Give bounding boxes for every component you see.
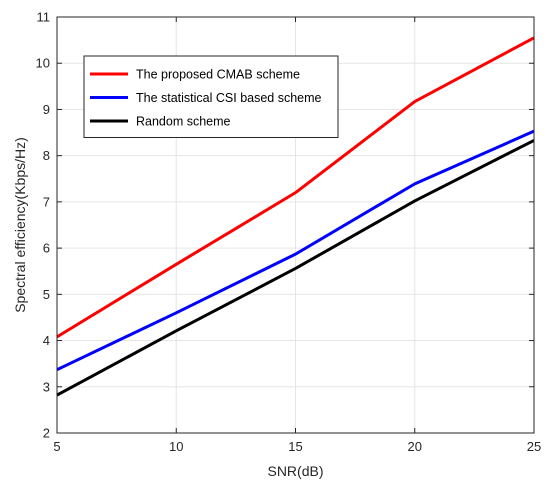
axis-ticks — [56, 16, 535, 434]
y-tick-label: 5 — [43, 287, 50, 302]
x-tick-label: 25 — [527, 439, 541, 454]
y-tick-label: 3 — [43, 379, 50, 394]
x-tick-label: 10 — [169, 439, 183, 454]
y-tick-label: 11 — [37, 10, 51, 25]
y-tick-label: 6 — [43, 241, 50, 256]
y-tick-label: 10 — [36, 56, 50, 71]
axis-tick-labels: 5 10 15 20 25 2 3 4 5 6 7 8 9 10 11 — [36, 10, 542, 455]
y-tick-label: 8 — [43, 148, 50, 163]
legend-label-2: The statistical CSI based scheme — [136, 91, 322, 105]
legend-label-3: Random scheme — [136, 115, 231, 129]
series-line-2 — [56, 129, 535, 372]
x-tick-label: 5 — [53, 439, 60, 454]
x-tick-label: 15 — [288, 439, 302, 454]
y-tick-label: 7 — [43, 194, 50, 209]
series-line-1 — [56, 36, 535, 339]
y-tick-label: 2 — [43, 426, 50, 441]
x-tick-label: 20 — [408, 439, 422, 454]
legend: The proposed CMAB scheme The statistical … — [83, 55, 339, 138]
legend-label-1: The proposed CMAB scheme — [136, 68, 300, 82]
series-line-3 — [56, 139, 535, 397]
y-axis-label: Spectral efficiency(Kbps/Hz) — [12, 137, 28, 313]
x-axis-label: SNR(dB) — [267, 463, 323, 479]
y-tick-label: 9 — [43, 102, 50, 117]
y-tick-label: 4 — [43, 333, 50, 348]
data-series — [56, 36, 535, 397]
